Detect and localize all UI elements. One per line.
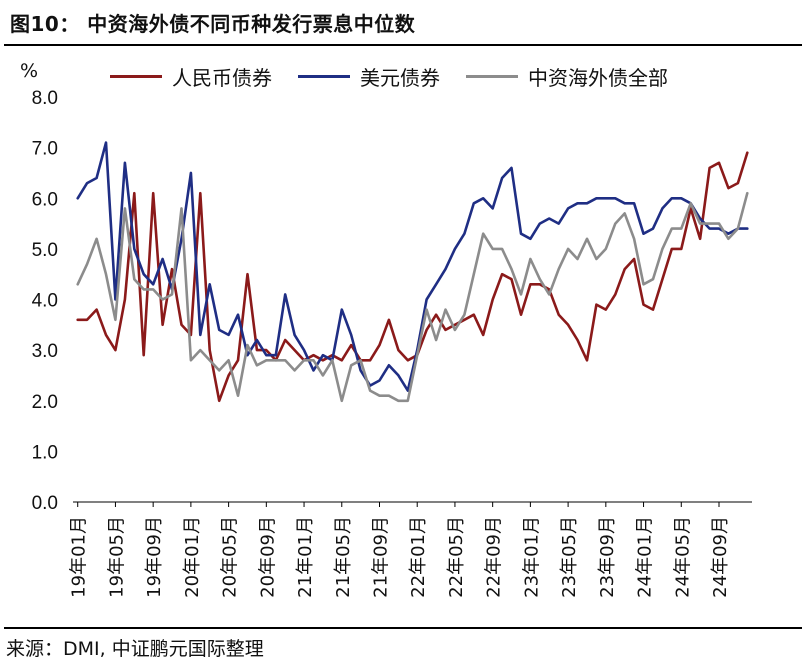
y-tick-label: 2.0	[32, 392, 58, 413]
legend-label-all: 中资海外债全部	[528, 66, 668, 90]
source-note: 来源：DMI, 中证鹏元国际整理	[6, 638, 264, 660]
y-tick-label: 6.0	[32, 189, 58, 210]
y-tick-label: 4.0	[32, 291, 58, 312]
legend-item-rmb: 人民币债券	[110, 62, 272, 91]
x-tick-label: 23年01月	[521, 516, 542, 598]
legend-label-usd: 美元债券	[360, 66, 440, 90]
series-line-2	[76, 191, 749, 403]
legend-item-usd: 美元债券	[298, 62, 440, 91]
y-tick-label: 5.0	[32, 240, 58, 261]
x-tick-label: 20年01月	[182, 516, 203, 598]
y-tick-label: 7.0	[32, 139, 58, 160]
legend-swatch-rmb	[110, 75, 162, 78]
legend-swatch-usd	[298, 75, 350, 78]
title-rule	[4, 44, 802, 46]
x-tick-label: 24年09月	[710, 516, 731, 598]
line-chart: 0.0 1.0 2.0 3.0 4.0 5.0 6.0 7.0 8.0 19年01月 19年05月 1…	[32, 88, 752, 598]
legend: 人民币债券 美元债券 中资海外债全部	[110, 62, 668, 91]
x-tick-label: 20年09月	[257, 516, 278, 598]
y-tick-label: 8.0	[32, 88, 58, 109]
x-tick-label: 22年05月	[446, 516, 467, 598]
series-line-0	[76, 151, 749, 403]
x-tick-label: 24年01月	[635, 516, 656, 598]
y-tick-label: 1.0	[32, 442, 58, 463]
y-tick-label: 3.0	[32, 341, 58, 362]
y-axis-unit: %	[20, 60, 39, 82]
figure-title: 图10： 中资海外债不同币种发行票息中位数	[10, 12, 416, 36]
series-line-1	[76, 141, 749, 392]
x-tick-label: 23年09月	[597, 516, 618, 598]
x-tick-label: 21年01月	[295, 516, 316, 598]
x-tick-label: 19年01月	[69, 516, 90, 598]
x-tick-label: 21年09月	[370, 516, 391, 598]
footer-rule	[4, 627, 802, 629]
x-tick-label: 23年05月	[559, 516, 580, 598]
legend-swatch-all	[466, 75, 518, 78]
x-tick-label: 21年05月	[333, 516, 354, 598]
x-tick-label: 22年01月	[408, 516, 429, 598]
x-tick-label: 20年05月	[220, 516, 241, 598]
x-tick-label: 19年09月	[144, 516, 165, 598]
x-tick-label: 24年05月	[672, 516, 693, 598]
x-tick-label: 19年05月	[106, 516, 127, 598]
legend-label-rmb: 人民币债券	[172, 66, 272, 90]
y-tick-label: 0.0	[32, 493, 58, 514]
legend-item-all: 中资海外债全部	[466, 62, 668, 91]
x-tick-label: 22年09月	[484, 516, 505, 598]
